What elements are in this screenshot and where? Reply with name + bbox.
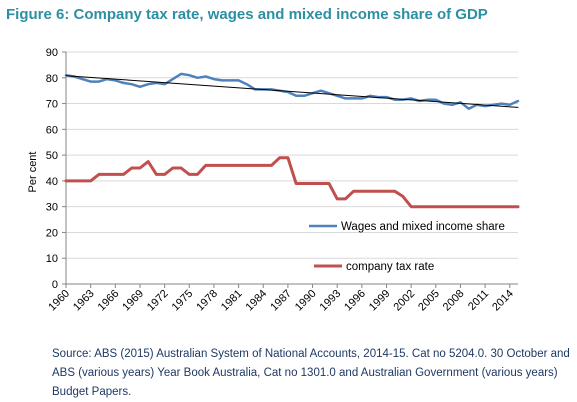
x-tick-label: 1978 (194, 288, 220, 314)
x-tick-label: 1972 (145, 288, 171, 314)
x-tick-label: 1969 (120, 288, 146, 314)
x-tick-label: 1966 (96, 288, 122, 314)
legend: Wages and mixed income share company tax … (309, 221, 505, 273)
x-tick-label: 1999 (367, 288, 393, 314)
series-lines (64, 72, 520, 209)
x-tick-label: 1981 (219, 288, 245, 314)
x-tick-label: 2002 (391, 288, 417, 314)
y-tick-label: 60 (46, 124, 58, 136)
x-tick-label: 1987 (268, 288, 294, 314)
y-tick-label: 80 (46, 73, 58, 85)
series-line-tax (64, 156, 520, 209)
legend-label-tax: company tax rate (346, 261, 434, 273)
x-tick-label: 2014 (490, 288, 516, 314)
y-tick-label: 90 (46, 47, 58, 59)
x-tick-label: 2005 (416, 288, 442, 314)
line-chart: 0 10 20 30 40 50 60 70 80 90 19601963196619691972… (27, 47, 520, 314)
y-tick-label: 20 (46, 227, 58, 239)
legend-label-wages: Wages and mixed income share (341, 221, 505, 233)
y-axis: 0 10 20 30 40 50 60 70 80 90 (46, 47, 67, 291)
x-tick-label: 1975 (170, 288, 196, 314)
y-tick-label: 70 (46, 99, 58, 111)
y-tick-label: 10 (46, 253, 58, 265)
x-tick-label: 1963 (71, 288, 97, 314)
x-tick-label: 2008 (441, 288, 467, 314)
y-axis-label: Per cent (27, 152, 39, 193)
x-tick-label: 1996 (342, 288, 368, 314)
x-tick-label: 1990 (293, 288, 319, 314)
y-tick-label: 30 (46, 202, 58, 214)
source-note: Source: ABS (2015) Australian System of … (52, 348, 570, 398)
y-tick-label: 0 (52, 279, 58, 291)
x-tick-label: 2011 (466, 288, 491, 313)
y-tick-label: 50 (46, 150, 58, 162)
y-tick-label: 40 (46, 176, 58, 188)
series-line-wages (64, 72, 520, 110)
x-tick-label: 1993 (318, 288, 344, 314)
x-axis: 1960196319661969197219751978198119841987… (46, 283, 518, 314)
x-tick-label: 1960 (46, 288, 72, 314)
series-line-trend (65, 75, 519, 108)
x-tick-label: 1984 (244, 288, 270, 314)
figure-title: Figure 6: Company tax rate, wages and mi… (6, 6, 488, 23)
